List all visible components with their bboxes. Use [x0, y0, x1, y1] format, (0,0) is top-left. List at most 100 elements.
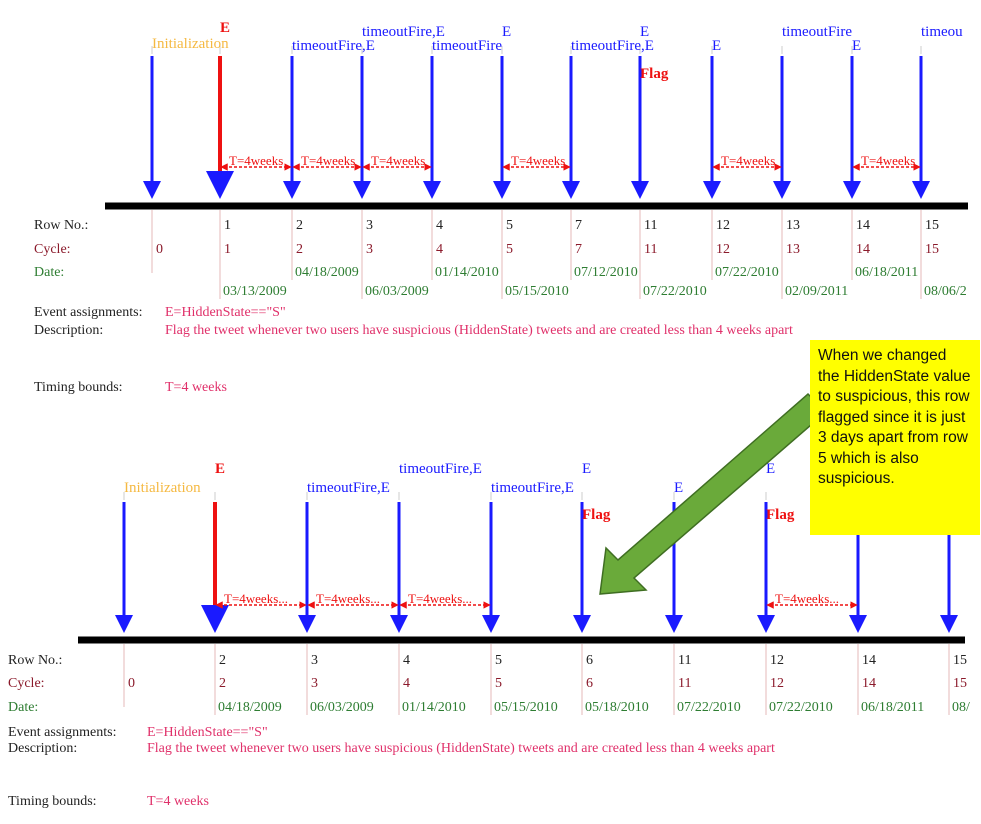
before-description-label: Description:: [34, 323, 103, 338]
before-cycle-label: Cycle:: [34, 242, 71, 257]
before-event-arrow-head: [143, 181, 161, 199]
after-row-number: 3: [311, 653, 318, 668]
before-timing-value: T=4 weeks: [165, 380, 227, 395]
before-event-arrow-head: [703, 181, 721, 199]
before-timing-window-label: T=4weeks: [721, 153, 775, 168]
after-date-value: 07/22/2010: [769, 700, 833, 715]
after-cycle-number: 0: [128, 676, 135, 691]
after-row-number: 12: [770, 653, 784, 668]
after-row-number: 2: [219, 653, 226, 668]
after-cycle-number: 6: [586, 676, 593, 691]
before-date-value: 06/03/2009: [365, 284, 429, 299]
after-event-arrow-head: [757, 615, 775, 633]
after-event-arrow-head: [573, 615, 591, 633]
before-event-assign-label: Event assignments:: [34, 305, 143, 320]
before-event-arrow-head: [423, 181, 441, 199]
before-event-label: timeoutFire,E: [362, 24, 445, 40]
after-date-value: 05/15/2010: [494, 700, 558, 715]
after-event-arrow-head: [298, 615, 316, 633]
after-event-arrow-head: [940, 615, 958, 633]
before-event-label: timeoutFire,E: [292, 38, 375, 54]
after-event-label: timeoutFire,E: [399, 461, 482, 477]
after-timing-window-label: T=4weeks...: [408, 591, 472, 606]
after-event-label: E: [674, 480, 683, 496]
before-event-label: timeoutFire,E: [571, 38, 654, 54]
before-row-number: 15: [925, 218, 939, 233]
after-cycle-number: 15: [953, 676, 967, 691]
green-pointer-arrow: [599, 392, 828, 595]
before-event-arrow-head: [206, 171, 234, 199]
before-timing-window-label: T=4weeks: [511, 153, 565, 168]
after-event-label: E: [766, 461, 775, 477]
before-date-value: 02/09/2011: [785, 284, 848, 299]
after-event-arrow-head: [482, 615, 500, 633]
before-event-arrow-head: [912, 181, 930, 199]
before-cycle-number: 2: [296, 242, 303, 257]
before-date-value: 07/22/2010: [715, 265, 779, 280]
before-event-arrow-head: [283, 181, 301, 199]
before-cycle-number: 12: [716, 242, 730, 257]
before-event-arrow-head: [631, 181, 649, 199]
before-date-value: 06/18/2011: [855, 265, 918, 280]
before-row-number: 11: [644, 218, 657, 233]
after-cycle-number: 3: [311, 676, 318, 691]
before-date-value: 01/14/2010: [435, 265, 499, 280]
after-event-assign-value: E=HiddenState=="S": [147, 725, 268, 740]
after-date-value: 06/18/2011: [861, 700, 924, 715]
before-event-label: timeou: [921, 24, 963, 40]
after-flag-label: Flag: [766, 507, 795, 523]
before-cycle-number: 4: [436, 242, 443, 257]
before-flag-label: Flag: [640, 66, 669, 82]
before-event-arrow-head: [773, 181, 791, 199]
before-date-value: 07/12/2010: [574, 265, 638, 280]
after-date-value: 05/18/2010: [585, 700, 649, 715]
before-event-label: E: [502, 24, 511, 40]
before-row-number: 5: [506, 218, 513, 233]
before-cycle-number: 13: [786, 242, 800, 257]
before-event-arrow-head: [562, 181, 580, 199]
before-date-value: 07/22/2010: [643, 284, 707, 299]
before-cycle-number: 11: [644, 242, 657, 257]
before-row-number: 7: [575, 218, 582, 233]
before-cycle-number: 7: [575, 242, 582, 257]
before-description-value: Flag the tweet whenever two users have s…: [165, 323, 793, 338]
after-cycle-number: 11: [678, 676, 691, 691]
after-date-value: 07/22/2010: [677, 700, 741, 715]
before-cycle-number: 0: [156, 242, 163, 257]
after-timing-window-label: T=4weeks...: [224, 591, 288, 606]
after-event-label: timeoutFire,E: [307, 480, 390, 496]
before-event-label: E: [640, 24, 649, 40]
after-description-value: Flag the tweet whenever two users have s…: [147, 741, 775, 756]
before-cycle-number: 5: [506, 242, 513, 257]
after-timing-window-label: T=4weeks...: [316, 591, 380, 606]
before-event-label: timeoutFire: [432, 38, 502, 54]
callout-note: When we changed the HiddenState value to…: [810, 340, 980, 535]
before-date-value: 08/06/2: [924, 284, 967, 299]
before-row-number: 1: [224, 218, 231, 233]
before-event-arrow-head: [843, 181, 861, 199]
before-timing-window-label: T=4weeks: [301, 153, 355, 168]
before-event-arrow-head: [493, 181, 511, 199]
before-timing-window-label: T=4weeks: [861, 153, 915, 168]
after-event-arrow-head: [115, 615, 133, 633]
before-timing-label: Timing bounds:: [34, 380, 123, 395]
after-event-assign-label: Event assignments:: [8, 725, 117, 740]
before-row-label: Row No.:: [34, 218, 88, 233]
after-event-arrow-head: [201, 605, 229, 633]
after-timing-window-label: T=4weeks...: [775, 591, 839, 606]
after-date-label: Date:: [8, 700, 38, 715]
before-timing-window-label: T=4weeks: [229, 153, 283, 168]
after-row-number: 11: [678, 653, 691, 668]
after-row-number: 14: [862, 653, 876, 668]
after-cycle-number: 14: [862, 676, 876, 691]
after-date-value: 06/03/2009: [310, 700, 374, 715]
before-timing-window-label: T=4weeks: [371, 153, 425, 168]
after-cycle-number: 12: [770, 676, 784, 691]
after-cycle-label: Cycle:: [8, 676, 45, 691]
after-date-value: 01/14/2010: [402, 700, 466, 715]
before-event-label: E: [712, 38, 721, 54]
after-description-label: Description:: [8, 741, 77, 756]
before-event-label: timeoutFire: [782, 24, 852, 40]
after-event-arrow-head: [849, 615, 867, 633]
before-row-number: 4: [436, 218, 443, 233]
